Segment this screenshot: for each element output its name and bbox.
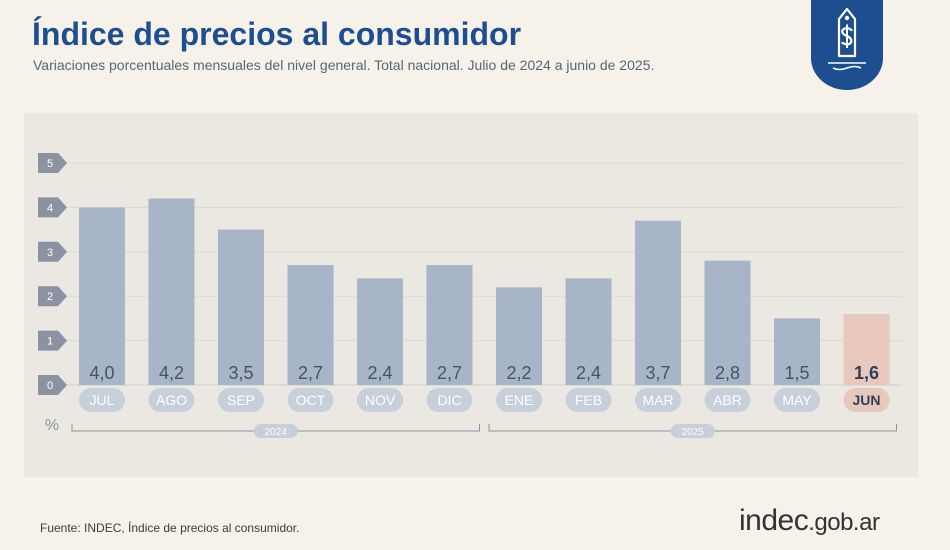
bar	[496, 287, 542, 385]
category-label: DIC	[437, 392, 461, 408]
y-tick-label: 0	[47, 380, 53, 392]
category-pill	[704, 388, 751, 412]
data-label: 4,2	[159, 363, 184, 383]
category-label: JUN	[852, 392, 880, 408]
data-label: 3,5	[228, 363, 253, 383]
y-tick-marker	[38, 286, 67, 307]
y-tick-marker	[38, 330, 67, 351]
y-tick-marker	[38, 197, 67, 218]
category-pill	[426, 388, 473, 412]
data-label: 2,4	[576, 363, 601, 383]
category-pill	[496, 388, 542, 412]
category-label: AGO	[156, 392, 187, 408]
bar	[774, 318, 820, 385]
data-label: 2,8	[715, 363, 740, 383]
indec-logo[interactable]: indec.gob.ar	[739, 504, 880, 538]
category-pill	[774, 388, 820, 412]
bar	[79, 207, 125, 385]
data-label: 2,2	[506, 363, 531, 383]
data-label: 1,5	[784, 363, 809, 383]
category-pill	[148, 388, 195, 412]
logo-suffix: .gob.ar	[808, 509, 880, 536]
source-note: Fuente: INDEC, Índice de precios al cons…	[40, 521, 300, 535]
bar	[565, 278, 612, 385]
y-tick-label: 5	[47, 158, 53, 170]
category-label: FEB	[575, 392, 602, 408]
page-subtitle: Variaciones porcentuales mensuales del n…	[33, 57, 655, 73]
category-label: SEP	[227, 392, 255, 408]
category-label: ABR	[713, 392, 742, 408]
data-label: 2,7	[437, 363, 462, 383]
bar	[357, 278, 403, 385]
y-tick-label: 3	[47, 247, 53, 259]
bar	[843, 313, 890, 385]
category-pill	[843, 388, 890, 412]
y-axis-unit: %	[45, 417, 59, 434]
bar	[704, 260, 751, 385]
category-pill	[565, 388, 612, 412]
data-label: 4,0	[89, 363, 114, 383]
bar	[148, 198, 195, 385]
bar	[426, 265, 473, 385]
y-tick-marker	[38, 153, 67, 173]
year-label: 2025	[682, 427, 705, 438]
year-pill	[670, 424, 715, 438]
data-label: 3,7	[645, 363, 670, 383]
data-label: 2,7	[298, 363, 323, 383]
y-tick-label: 1	[47, 336, 53, 348]
category-pill	[357, 388, 403, 412]
category-label: NOV	[365, 392, 396, 408]
logo-main: indec	[739, 504, 809, 537]
y-tick-label: 4	[47, 202, 53, 214]
data-label: 2,4	[367, 363, 392, 383]
year-pill	[253, 424, 298, 438]
page-title: Índice de precios al consumidor	[32, 16, 522, 52]
category-pill	[287, 388, 334, 412]
category-label: JUL	[90, 392, 115, 408]
year-label: 2024	[265, 427, 288, 438]
bar	[287, 265, 334, 385]
bar	[635, 220, 681, 385]
y-tick-marker	[38, 375, 67, 395]
category-label: MAR	[642, 392, 673, 408]
y-tick-label: 2	[47, 291, 53, 303]
y-tick-marker	[38, 241, 67, 262]
category-label: ENE	[505, 392, 534, 408]
bar	[218, 229, 264, 385]
category-label: OCT	[296, 392, 326, 408]
data-label: 1,6	[854, 363, 879, 383]
category-pill	[79, 388, 125, 412]
category-label: MAY	[782, 392, 812, 408]
category-pill	[635, 388, 681, 412]
category-pill	[218, 388, 264, 412]
price-tag-dollar-icon	[811, 0, 883, 90]
